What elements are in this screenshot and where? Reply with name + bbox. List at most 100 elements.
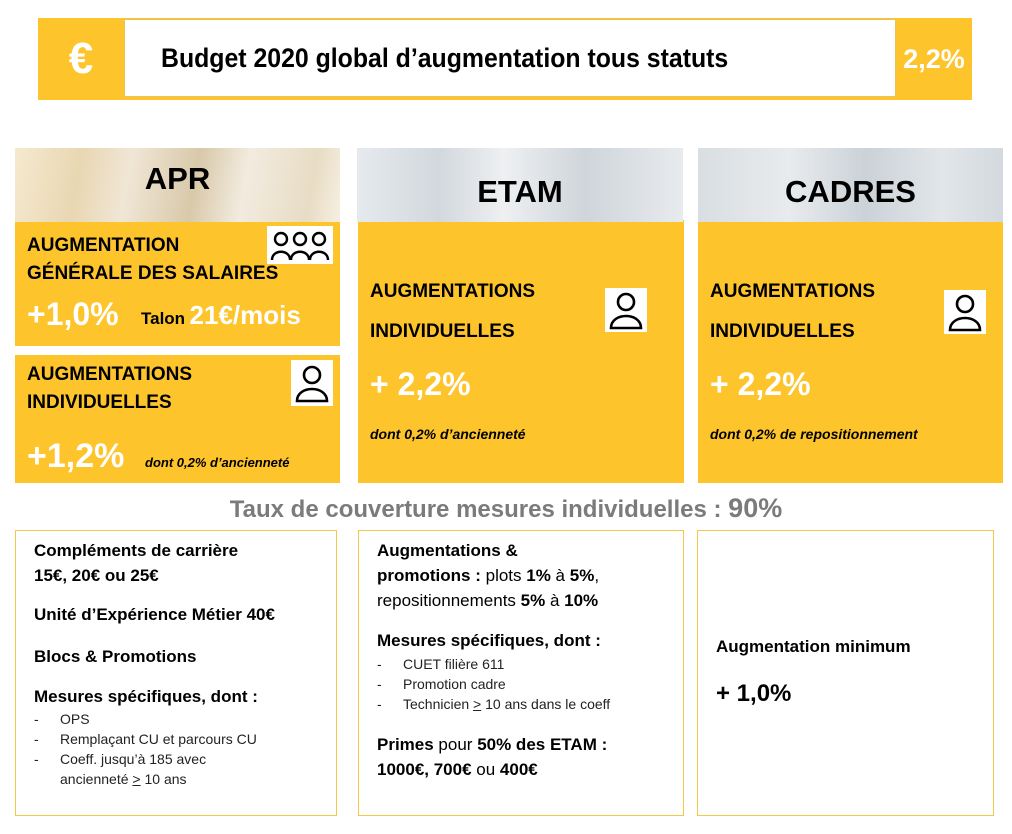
euro-icon: €	[68, 34, 94, 83]
detail-line: Blocs & Promotions	[34, 647, 197, 666]
etam-value: + 2,2%	[370, 366, 471, 402]
column-title-cadres: CADRES	[785, 174, 916, 209]
detail-line: Unité d’Expérience Métier 40€	[34, 605, 275, 624]
apr-general-value: +1,0%	[27, 296, 119, 332]
text: ,	[594, 566, 600, 585]
banner-title-box: Budget 2020 global d’augmentation tous s…	[124, 19, 896, 97]
header-photo	[698, 148, 1003, 222]
text: ou	[471, 760, 500, 779]
ge-symbol: >	[132, 771, 141, 787]
detail-line: Primes pour 50% des ETAM :	[377, 733, 607, 757]
text: promotions :	[377, 566, 481, 585]
title-line: GÉNÉRALE DES SALAIRES	[27, 263, 279, 284]
text: 400€	[499, 760, 538, 779]
apr-details-box: Compléments de carrière 15€, 20€ ou 25€ …	[15, 530, 337, 816]
text: Technicien	[403, 696, 474, 712]
cadres-note: dont 0,2% de repositionnement	[710, 426, 918, 442]
column-header-apr: APR	[15, 148, 340, 222]
text: à	[550, 566, 570, 585]
text: 50% des ETAM :	[477, 735, 608, 754]
group-people-icon	[267, 226, 333, 264]
dash: -	[34, 731, 39, 747]
etam-panel: AUGMENTATIONS INDIVIDUELLES + 2,2% dont …	[358, 220, 684, 483]
apr-individual-value: +1,2%	[27, 437, 125, 475]
list-item: ancienneté > 10 ans	[34, 769, 257, 789]
etam-specific-list: - CUET filière 611 - Promotion cadre - Tech…	[377, 654, 610, 714]
text: 5%	[520, 591, 546, 610]
dash: -	[34, 711, 39, 727]
title-line: AUGMENTATIONS	[710, 281, 876, 302]
text: 10 ans dans le coeff	[481, 696, 611, 712]
cadres-panel: AUGMENTATIONS INDIVIDUELLES + 2,2% dont …	[698, 220, 1003, 483]
list-item-text: Technicien > 10 ans dans le coeff	[403, 694, 610, 714]
list-item: - Technicien > 10 ans dans le coeff	[377, 694, 610, 714]
detail-line: repositionnements 5% à 10%	[377, 589, 598, 613]
column-title-etam: ETAM	[477, 174, 563, 209]
detail-line: Augmentation minimum	[716, 637, 911, 656]
cadres-details-box: Augmentation minimum + 1,0%	[697, 530, 994, 816]
title-line: AUGMENTATION	[27, 235, 180, 256]
list-item: - Coeff. jusqu’à 185 avec	[34, 749, 257, 769]
list-item-text: Remplaçant CU et parcours CU	[60, 731, 257, 747]
text: 5%	[569, 566, 595, 585]
text: pour	[433, 735, 478, 754]
budget-banner: € Budget 2020 global d’augmentation tous…	[38, 18, 972, 100]
etam-note: dont 0,2% d’ancienneté	[370, 426, 526, 442]
text: Primes	[377, 735, 434, 754]
header-photo	[15, 148, 340, 222]
cadres-title: AUGMENTATIONS INDIVIDUELLES	[710, 272, 875, 352]
talon-label: Talon	[141, 309, 186, 328]
detail-line: 1000€, 700€ ou 400€	[377, 758, 538, 782]
detail-line: Augmentations &	[377, 541, 518, 560]
page-title: Budget 2020 global d’augmentation tous s…	[161, 42, 729, 73]
etam-details-box: Augmentations & promotions : plots 1% à …	[358, 530, 684, 816]
text: 1000€, 700€	[377, 760, 472, 779]
title-line: INDIVIDUELLES	[710, 321, 855, 342]
title-line: INDIVIDUELLES	[370, 321, 515, 342]
apr-individual-title: AUGMENTATIONS INDIVIDUELLES	[27, 361, 192, 417]
title-line: AUGMENTATIONS	[370, 281, 536, 302]
text: plots	[480, 566, 527, 585]
text: ancienneté	[60, 771, 133, 787]
detail-line: Mesures spécifiques, dont :	[377, 631, 601, 650]
list-item-text: Coeff. jusqu’à 185 avec	[60, 751, 207, 767]
minimum-increase-value: + 1,0%	[716, 680, 792, 707]
dash: -	[377, 696, 382, 712]
list-item-text: CUET filière 611	[403, 656, 505, 672]
list-item: - CUET filière 611	[377, 654, 610, 674]
etam-title: AUGMENTATIONS INDIVIDUELLES	[370, 272, 535, 352]
apr-general-title: AUGMENTATION GÉNÉRALE DES SALAIRES	[27, 232, 278, 288]
list-item: - OPS	[34, 709, 257, 729]
text: 1%	[526, 566, 551, 585]
dash: -	[377, 656, 382, 672]
detail-line: Compléments de carrière	[34, 541, 239, 560]
column-title-apr: APR	[144, 161, 211, 196]
text: 10%	[564, 591, 599, 610]
talon-value: 21€/mois	[189, 300, 301, 330]
list-item-text: ancienneté > 10 ans	[60, 769, 187, 789]
list-item: - Remplaçant CU et parcours CU	[34, 729, 257, 749]
coverage-value: 90%	[728, 493, 783, 523]
list-item-text: Promotion cadre	[403, 676, 506, 692]
ge-symbol: >	[473, 696, 482, 712]
person-icon	[944, 290, 986, 334]
detail-line: Mesures spécifiques, dont :	[34, 687, 258, 706]
dash: -	[377, 676, 382, 692]
list-item-text: OPS	[60, 711, 90, 727]
column-header-etam: ETAM	[357, 148, 683, 222]
detail-line: 15€, 20€ ou 25€	[34, 566, 159, 585]
person-icon	[291, 360, 333, 406]
apr-specific-list: - OPS - Remplaçant CU et parcours CU - Coef…	[34, 709, 257, 789]
apr-individual-panel: AUGMENTATIONS INDIVIDUELLES +1,2% dont 0…	[15, 355, 340, 483]
text: à	[545, 591, 565, 610]
column-header-cadres: CADRES	[698, 148, 1003, 222]
budget-value: 2,2%	[903, 43, 965, 74]
text: 10 ans	[140, 771, 187, 787]
coverage-rate: Taux de couverture mesures individuelles…	[0, 493, 1012, 524]
header-photo	[357, 148, 683, 222]
cadres-value: + 2,2%	[710, 366, 811, 402]
title-line: AUGMENTATIONS	[27, 364, 193, 385]
person-icon	[605, 288, 647, 332]
talon-info: Talon 21€/mois	[141, 300, 301, 331]
dash-spacer	[34, 769, 60, 789]
